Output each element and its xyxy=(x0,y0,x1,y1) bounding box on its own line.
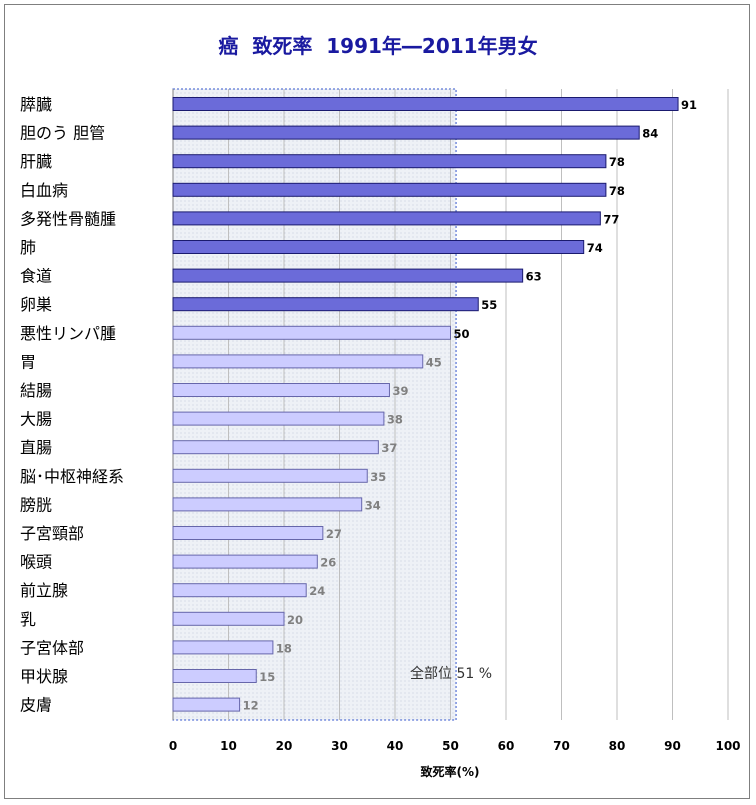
value-label: 24 xyxy=(309,584,325,598)
category-label: 子宮体部 xyxy=(20,638,84,657)
category-label: 多発性骨髄腫 xyxy=(20,209,116,228)
value-label: 77 xyxy=(603,212,619,226)
bar xyxy=(172,125,640,140)
category-label: 食道 xyxy=(20,267,52,286)
category-label: 子宮頸部 xyxy=(20,524,84,543)
value-label: 35 xyxy=(370,470,386,484)
category-label: 皮膚 xyxy=(20,696,52,715)
bar xyxy=(172,154,607,169)
value-label: 20 xyxy=(287,613,303,627)
value-label: 45 xyxy=(426,355,442,369)
value-label: 91 xyxy=(681,98,697,112)
value-label: 74 xyxy=(587,241,603,255)
value-label: 34 xyxy=(365,498,381,512)
bar xyxy=(172,211,601,226)
category-label: 膵臓 xyxy=(20,95,52,114)
x-tick-label: 90 xyxy=(664,739,681,753)
value-label: 39 xyxy=(392,384,408,398)
value-label: 37 xyxy=(381,441,397,455)
category-label: 胆のう 胆管 xyxy=(20,124,105,143)
category-label: 膀胱 xyxy=(20,495,52,514)
value-label: 84 xyxy=(642,127,658,141)
bar xyxy=(172,383,390,397)
reference-annotation: 全部位 51 % xyxy=(410,665,492,682)
value-label: 38 xyxy=(387,413,403,427)
bar xyxy=(172,583,307,598)
x-tick-label: 30 xyxy=(331,739,348,753)
value-label: 50 xyxy=(454,327,470,341)
x-tick-label: 40 xyxy=(387,739,404,753)
bar xyxy=(172,640,274,655)
value-label: 26 xyxy=(320,556,336,570)
x-tick-label: 80 xyxy=(609,739,626,753)
category-label: 卵巣 xyxy=(20,295,52,314)
bar xyxy=(172,611,285,626)
x-tick-label: 0 xyxy=(169,739,177,753)
category-label: 結腸 xyxy=(20,381,52,400)
value-label: 18 xyxy=(276,641,292,655)
category-label: 甲状腺 xyxy=(20,667,68,686)
chart-title: 癌 致死率 1991年―2011年男女 xyxy=(218,34,538,58)
category-label: 肝臓 xyxy=(20,152,52,171)
bar xyxy=(172,411,385,426)
bar xyxy=(172,97,679,111)
category-label: 大腸 xyxy=(20,410,52,429)
category-label: 胃 xyxy=(20,352,36,371)
value-label: 63 xyxy=(526,270,542,284)
bar xyxy=(172,468,368,483)
category-label: 白血病 xyxy=(20,181,68,200)
value-label: 55 xyxy=(481,298,497,312)
category-label: 悪性リンパ腫 xyxy=(20,324,116,343)
bar xyxy=(172,325,451,340)
bar xyxy=(172,354,424,369)
value-label: 15 xyxy=(259,670,275,684)
category-label: 乳 xyxy=(20,610,36,629)
x-tick-label: 100 xyxy=(715,739,740,753)
bar xyxy=(172,554,318,569)
x-tick-label: 70 xyxy=(553,739,570,753)
bar xyxy=(172,440,379,455)
category-label: 前立腺 xyxy=(20,581,68,600)
x-tick-label: 10 xyxy=(220,739,237,753)
x-tick-label: 20 xyxy=(276,739,293,753)
value-label: 12 xyxy=(243,699,259,713)
category-label: 喉頭 xyxy=(20,553,52,572)
bar xyxy=(172,268,524,283)
value-label: 78 xyxy=(609,155,625,169)
bar xyxy=(172,240,585,254)
x-axis-title: 致死率(%) xyxy=(421,764,480,779)
value-label: 27 xyxy=(326,527,342,541)
category-label: 肺 xyxy=(20,238,36,257)
category-label: 直腸 xyxy=(20,438,52,457)
bar xyxy=(172,297,479,312)
bar xyxy=(172,497,363,512)
x-tick-label: 60 xyxy=(498,739,515,753)
bar xyxy=(172,697,241,712)
bar xyxy=(172,182,607,197)
value-label: 78 xyxy=(609,184,625,198)
x-tick-label: 50 xyxy=(442,739,459,753)
bar xyxy=(172,526,324,540)
bar xyxy=(172,669,257,683)
category-label: 脳･中枢神経系 xyxy=(20,467,124,486)
